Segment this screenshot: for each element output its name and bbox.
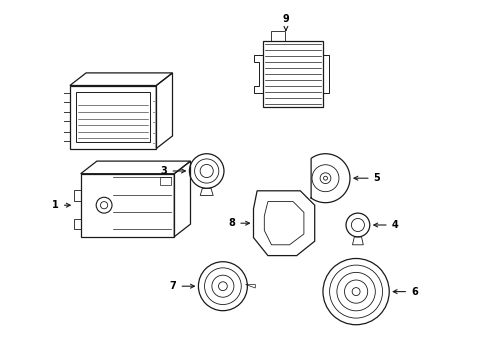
Text: 4: 4: [373, 220, 398, 230]
Bar: [63, 93, 70, 102]
Text: 7: 7: [169, 281, 194, 291]
Bar: [74, 190, 81, 201]
Bar: [263, 40, 322, 107]
Bar: [63, 132, 70, 141]
Text: 5: 5: [353, 173, 380, 183]
Text: 3: 3: [161, 166, 185, 176]
Text: 8: 8: [228, 218, 249, 228]
Text: 1: 1: [52, 200, 70, 210]
Text: 9: 9: [282, 14, 289, 30]
Bar: [160, 177, 170, 185]
Bar: [76, 92, 149, 142]
Bar: [74, 219, 81, 230]
Text: 2: 2: [0, 359, 1, 360]
Bar: [63, 112, 70, 121]
Text: 6: 6: [392, 287, 417, 297]
